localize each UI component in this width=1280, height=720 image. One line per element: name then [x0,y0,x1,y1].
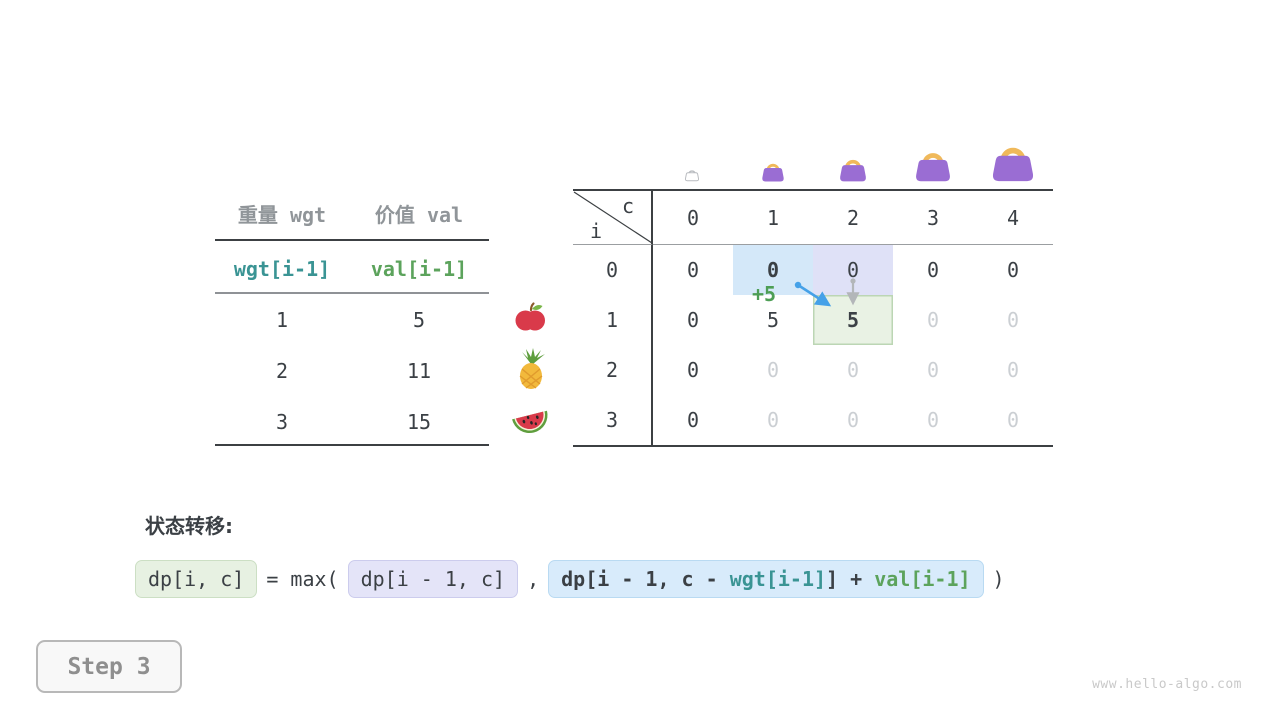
formula-equals-max: = max( [266,567,339,591]
dp-col-header: 3 [893,191,973,245]
dp-col-header: 0 [653,191,733,245]
item-value: 11 [406,359,432,383]
step-button[interactable]: Step 3 [36,640,182,693]
watermark: www.hello-algo.com [1092,677,1242,692]
dp-cell-0-0: 0 [686,258,700,282]
pineapple-icon [519,348,545,389]
dp-row-header: 1 [573,295,653,345]
transition-formula: dp[i, c] = max( dp[i - 1, c] , dp[i - 1,… [135,560,1005,598]
dp-cell-2-0: 0 [686,358,700,382]
plus-value-label: +5 [752,282,777,306]
formula-arg1-box: dp[i - 1, c] [347,560,519,598]
dp-row-header: 2 [573,345,653,395]
formula-arg2-val: val[i-1] [874,567,971,591]
dp-cell-0-3: 0 [926,258,940,282]
corner-diagonal [573,191,653,244]
formula-arg2-box: dp[i - 1, c - wgt[i-1]] + val[i-1] [548,560,984,598]
dp-corner-cell: c i [573,191,653,245]
dp-cell-3-0: 0 [686,408,700,432]
formula-lhs-box: dp[i, c] [135,560,258,598]
dp-col-header: 2 [813,191,893,245]
transition-arrows [794,278,860,307]
handbag-icon [762,163,784,182]
blue-transition-arrow [794,281,832,307]
dp-cell-1-4: 0 [1006,308,1020,332]
dp-cell-1-3: 0 [926,308,940,332]
dp-cell-2-1: 0 [766,358,780,382]
formula-arg2-mid: ] + [826,567,875,591]
dp-cell-3-4: 0 [1006,408,1020,432]
item-weight: 2 [275,359,289,383]
item-value: 15 [406,410,432,434]
formula-arg2-wgt: wgt[i-1] [729,567,827,591]
items-table-mid-rule [215,292,489,294]
items-table-wgt-formula: wgt[i-1] [233,257,331,281]
formula-close-paren: ) [992,567,1005,591]
item-value: 5 [412,308,426,332]
dp-col-header: 4 [973,191,1053,245]
item-weight: 3 [275,410,289,434]
handbag-icon [992,147,1034,182]
gray-transition-arrow [846,278,860,306]
apple-icon [515,302,545,331]
transition-section-label: 状态转移: [145,514,233,538]
dp-cell-3-1: 0 [766,408,780,432]
empty-handbag-icon [684,170,700,182]
dp-row-variable: i [590,219,603,243]
dp-cell-0-4: 0 [1006,258,1020,282]
items-table-top-rule [215,239,489,241]
handbag-icon [840,159,866,182]
watermelon-icon [512,410,548,434]
formula-comma: , [527,567,540,591]
dp-cell-3-3: 0 [926,408,940,432]
dp-col-header: 1 [733,191,813,245]
item-weight: 1 [275,308,289,332]
dp-cell-2-4: 0 [1006,358,1020,382]
items-table-weight-header: 重量 wgt [237,203,327,227]
dp-cell-2-3: 0 [926,358,940,382]
dp-row-header: 0 [573,245,653,295]
items-table-val-formula: val[i-1] [370,257,468,281]
items-table-value-header: 价值 val [374,203,464,227]
dp-cell-2-2: 0 [846,358,860,382]
formula-arg2-prefix: dp[i - 1, c - [561,567,730,591]
dp-col-variable: c [621,194,634,218]
dp-row-header: 3 [573,395,653,445]
dp-cell-3-2: 0 [846,408,860,432]
items-table-bottom-rule [215,444,489,446]
dp-cell-1-1: 5 [766,308,780,332]
handbag-icon [916,153,950,182]
dp-cell-0-2: 0 [813,245,893,295]
dp-cell-1-0: 0 [686,308,700,332]
